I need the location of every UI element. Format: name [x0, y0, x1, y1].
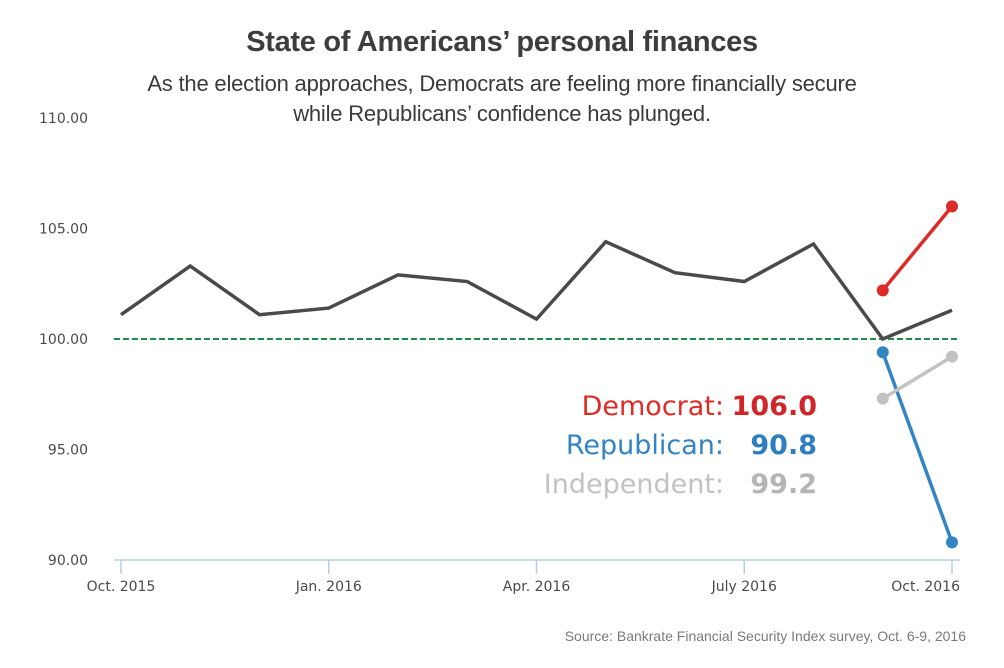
chart-subtitle-line-1: As the election approaches, Democrats ar… — [147, 71, 857, 96]
y-tick-label: 110.00 — [39, 111, 88, 127]
legend-value-democrat: 106.0 — [732, 391, 817, 422]
data-point-democrat — [876, 284, 889, 297]
y-axis-ticks: 110.00 105.00 100.00 95.00 90.00 — [39, 111, 88, 569]
x-tick-label: Oct. 2015 — [87, 579, 156, 595]
data-point-independent — [876, 392, 889, 405]
x-tick-label: July 2016 — [711, 579, 777, 595]
data-point-independent — [946, 350, 958, 363]
series-line-democrat — [881, 205, 954, 292]
x-tick-label: Jan. 2016 — [295, 579, 362, 595]
series-line-independent — [881, 355, 953, 401]
legend-value-independent: 99.2 — [750, 469, 817, 500]
y-tick-label: 95.00 — [48, 443, 88, 459]
legend: Democrat: 106.0 Republican: 90.8 Independent… — [544, 391, 817, 500]
data-point-republican — [946, 536, 958, 549]
series-group — [119, 200, 958, 549]
data-point-democrat — [946, 200, 958, 213]
series-line-republican — [881, 351, 954, 543]
source-note: Source: Bankrate Financial Security Inde… — [564, 628, 966, 644]
data-point-republican — [876, 346, 889, 359]
x-tick-label: Apr. 2016 — [503, 579, 571, 595]
series-line-overall — [119, 239, 953, 342]
x-axis: Oct. 2015 Jan. 2016 Apr. 2016 July 2016 Oct.… — [87, 559, 960, 595]
y-tick-label: 105.00 — [39, 222, 88, 238]
chart-subtitle-line-2: while Republicans’ confidence has plunge… — [293, 101, 711, 126]
legend-label-independent: Independent: — [544, 469, 724, 500]
y-tick-label: 100.00 — [39, 332, 88, 348]
x-tick-label: Oct. 2016 — [891, 579, 960, 595]
legend-label-democrat: Democrat: — [582, 391, 724, 422]
y-tick-label: 90.00 — [48, 553, 88, 569]
legend-label-republican: Republican: — [566, 430, 724, 461]
legend-value-republican: 90.8 — [750, 430, 817, 461]
chart-title: State of Americans’ personal finances — [246, 26, 758, 58]
